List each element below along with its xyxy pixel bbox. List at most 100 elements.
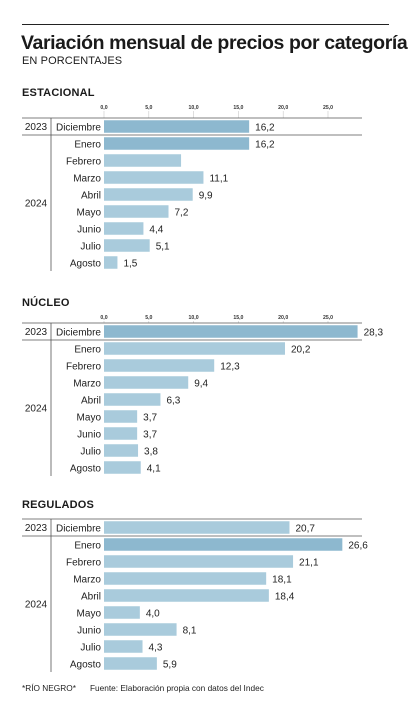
value-label: 4,1 xyxy=(147,464,161,475)
bar xyxy=(104,606,140,619)
bar xyxy=(104,589,269,602)
tick-label: 10,0 xyxy=(189,105,199,111)
bar xyxy=(104,555,294,568)
bar xyxy=(104,393,161,406)
bar xyxy=(104,239,150,252)
bar xyxy=(104,325,358,338)
bar xyxy=(104,410,138,423)
tick-label: 0,0 xyxy=(100,105,107,111)
bar xyxy=(104,623,177,636)
category-label: Mayo xyxy=(77,208,102,219)
category-label: Abril xyxy=(81,592,101,603)
chart-panel-regulados: REGULADOS 2023 2024 Diciembre 20,7 Enero 26,6… xyxy=(0,499,409,679)
panel-title: ESTACIONAL xyxy=(22,87,95,99)
year-label: 2024 xyxy=(25,199,48,210)
bar xyxy=(104,188,193,201)
category-label: Junio xyxy=(77,225,101,236)
category-label: Diciembre xyxy=(56,123,101,134)
bar xyxy=(104,359,215,372)
tick-label: 25,0 xyxy=(323,105,333,111)
category-label: Mayo xyxy=(77,609,102,620)
category-label: Abril xyxy=(81,396,101,407)
category-label: Diciembre xyxy=(56,524,101,535)
value-label: 3,7 xyxy=(143,430,157,441)
bar-chart-nucleo: 0,0 5,0 10,0 15,0 20,0 25,0 2023 2024 Diciembre 2… xyxy=(22,315,384,476)
panel-title: REGULADOS xyxy=(22,499,95,511)
year-label: 2024 xyxy=(25,404,48,415)
value-label: 4,4 xyxy=(149,225,163,236)
tick-label: 25,0 xyxy=(323,315,333,321)
bar xyxy=(104,657,157,670)
value-label: 28,3 xyxy=(364,328,384,339)
bar xyxy=(104,256,118,269)
category-label: Marzo xyxy=(73,575,101,586)
bar xyxy=(104,120,250,133)
category-label: Julio xyxy=(80,643,101,654)
top-rule xyxy=(22,24,389,25)
category-label: Agosto xyxy=(70,660,102,671)
bar xyxy=(104,640,143,653)
panel-title: NÚCLEO xyxy=(22,297,70,309)
value-label: 18,4 xyxy=(275,592,295,603)
bar xyxy=(104,427,138,440)
page-title: Variación mensual de precios por categor… xyxy=(21,32,408,54)
value-label: 16,2 xyxy=(255,140,275,151)
value-label: 1,5 xyxy=(123,259,137,270)
year-label: 2023 xyxy=(25,523,48,534)
category-label: Enero xyxy=(74,345,101,356)
year-label: 2024 xyxy=(25,600,48,611)
value-label: 5,1 xyxy=(156,242,170,253)
value-label: 20,7 xyxy=(295,524,315,535)
bar xyxy=(104,521,290,534)
chart-panel-nucleo: NÚCLEO 0,0 5,0 10,0 15,0 20,0 25,0 2023 2024 Dic… xyxy=(0,297,409,487)
value-label: 9,9 xyxy=(199,191,213,202)
value-label: 9,4 xyxy=(194,379,208,390)
value-label: 11,1 xyxy=(209,174,228,185)
bar xyxy=(104,342,285,355)
value-label: 16,2 xyxy=(255,123,275,134)
bar-chart-estacional: 0,0 5,0 10,0 15,0 20,0 25,0 2023 2024 Diciembre 1… xyxy=(22,105,362,271)
bar xyxy=(104,461,141,474)
value-label: 8,1 xyxy=(183,626,197,637)
bar-chart-regulados: 2023 2024 Diciembre 20,7 Enero 26,6 Febrero 21,… xyxy=(22,518,368,672)
tick-label: 5,0 xyxy=(145,105,152,111)
bar xyxy=(104,376,189,389)
bar xyxy=(104,222,144,235)
category-label: Agosto xyxy=(70,259,102,270)
value-label: 4,0 xyxy=(146,609,160,620)
page-subtitle: EN PORCENTAJES xyxy=(22,55,123,67)
footer-credit: *RÍO NEGRO* xyxy=(22,683,76,693)
value-label: 20,2 xyxy=(291,345,311,356)
value-label: 4,3 xyxy=(149,643,163,654)
bar xyxy=(104,171,204,184)
category-label: Enero xyxy=(74,541,101,552)
category-label: Agosto xyxy=(70,464,102,475)
bar xyxy=(104,154,182,167)
value-label: 3,8 xyxy=(144,447,158,458)
value-label: 7,2 xyxy=(175,208,189,219)
category-label: Junio xyxy=(77,430,101,441)
value-label: 6,3 xyxy=(166,396,180,407)
chart-panel-estacional: ESTACIONAL 0,0 5,0 10,0 15,0 20,0 25,0 2023 202… xyxy=(0,87,409,277)
tick-label: 15,0 xyxy=(233,105,243,111)
category-label: Mayo xyxy=(77,413,102,424)
tick-label: 5,0 xyxy=(145,315,152,321)
bar xyxy=(104,572,267,585)
value-label: 21,1 xyxy=(299,558,319,569)
bar xyxy=(104,205,169,218)
category-label: Febrero xyxy=(66,558,101,569)
category-label: Enero xyxy=(74,140,101,151)
category-label: Febrero xyxy=(66,362,101,373)
category-label: Junio xyxy=(77,626,101,637)
year-label: 2023 xyxy=(25,122,48,133)
category-label: Febrero xyxy=(66,157,101,168)
tick-label: 10,0 xyxy=(189,315,199,321)
tick-label: 20,0 xyxy=(278,315,288,321)
value-label: 18,1 xyxy=(272,575,292,586)
category-label: Abril xyxy=(81,191,101,202)
category-label: Marzo xyxy=(73,174,101,185)
category-label: Julio xyxy=(80,242,101,253)
tick-label: 20,0 xyxy=(278,105,288,111)
value-label: 26,6 xyxy=(348,541,368,552)
category-label: Marzo xyxy=(73,379,101,390)
